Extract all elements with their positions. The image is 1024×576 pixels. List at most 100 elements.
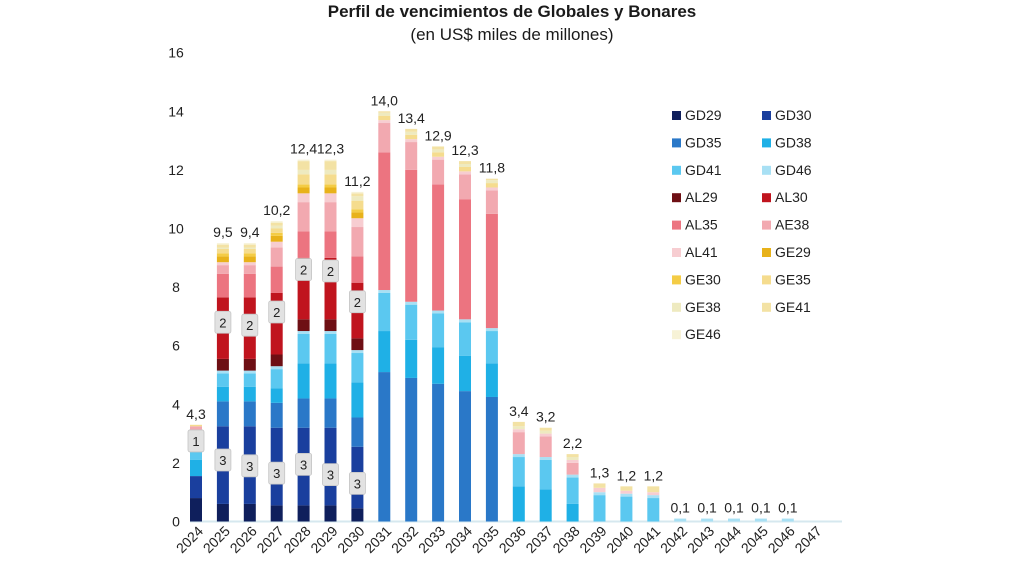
legend-item-ge41[interactable]: GE41 [762, 299, 811, 315]
legend-item-gd41[interactable]: GD41 [672, 162, 722, 178]
bar-segment-al35-2025 [216, 273, 229, 298]
total-labels: 4,39,5 9,410,212,4 12,311,214,013,412,912,… [186, 92, 797, 515]
total-label-2024: 4,3 [186, 406, 206, 422]
bar-segment-ge35-2026 [243, 249, 256, 254]
legend-item-ge35[interactable]: GE35 [762, 271, 811, 287]
total-label-2046: 0,1 [778, 500, 798, 516]
badge-background [187, 429, 205, 453]
legend-label: AL35 [685, 217, 718, 233]
bar-stack-2036 [512, 421, 525, 522]
bar-segment-al41-2032 [405, 139, 418, 143]
bar-segment-gd46-2034 [459, 319, 471, 323]
bar-stack-2039 [593, 483, 606, 522]
bar-segment-ae38-2033 [432, 159, 445, 185]
bar-segment-gd41-2039 [593, 495, 606, 522]
bar-segment-ae38-2032 [405, 142, 418, 170]
legend-item-gd30[interactable]: GD30 [762, 107, 812, 123]
bar-segment-gd41-2038 [566, 477, 579, 504]
bar-segment-ge29-2025 [216, 256, 229, 263]
badge-label: 3 [273, 466, 280, 481]
legend-item-ge30[interactable]: GE30 [672, 271, 721, 287]
bar-segment-gd46-2045 [754, 518, 767, 522]
bar-segment-gd38-2028 [297, 363, 310, 399]
legend-item-gd29[interactable]: GD29 [672, 107, 722, 123]
x-tick-label-2039: 2039 [576, 523, 609, 556]
bar-stack-2035 [485, 178, 498, 522]
bar-segment-gd38-2029 [324, 363, 337, 399]
legend-item-al30[interactable]: AL30 [762, 189, 808, 205]
total-label-2040: 1,2 [617, 467, 637, 483]
legend-item-ae38[interactable]: AE38 [762, 217, 809, 233]
bar-segment-gd35-2025 [216, 401, 229, 427]
bar-segment-ge38-2033 [432, 149, 445, 153]
legend-item-ge38[interactable]: GE38 [672, 299, 721, 315]
bar-segment-ae38-2037 [539, 436, 552, 458]
bar-segment-al41-2030 [351, 218, 364, 228]
badge-background [348, 472, 366, 495]
total-label-2041: 1,2 [644, 467, 664, 483]
bar-segment-gd38-2034 [459, 355, 471, 392]
bar-segment-gd38-2036 [512, 486, 525, 522]
bar-segment-ge35-2034 [459, 166, 471, 172]
bar-segment-ge35-2031 [378, 115, 391, 121]
bar-segment-ge41-2025 [216, 244, 229, 248]
bar-segment-gd35-2030 [351, 417, 364, 447]
total-label-2026: 9,4 [240, 224, 260, 240]
legend-item-al35[interactable]: AL35 [672, 217, 718, 233]
legend-item-al41[interactable]: AL41 [672, 244, 718, 260]
bar-segment-gd38-2025 [216, 386, 229, 402]
bar-segment-al41-2027 [270, 241, 283, 248]
x-tick-label-2026: 2026 [227, 523, 260, 556]
bar-segment-gd38-2037 [539, 489, 552, 522]
badge-background [322, 463, 339, 487]
legend-swatch [672, 193, 681, 203]
bar-segment-ge46-2027 [270, 221, 283, 223]
bar-stack-2042 [674, 518, 687, 522]
badge-label: 3 [246, 459, 253, 474]
bar-segment-al35-2027 [270, 266, 283, 293]
y-tick-label: 0 [172, 514, 180, 530]
bar-segment-ge30-2026 [243, 253, 256, 257]
x-tick-label-2036: 2036 [496, 523, 529, 556]
legend[interactable]: GD29 GD30 GD35 GD38 GD41 GD46 AL29 AL30 AL35 AE38… [672, 107, 812, 342]
x-tick-label-2035: 2035 [469, 523, 502, 556]
y-tick-label: 16 [168, 45, 184, 61]
bar-segment-ge41-2035 [485, 178, 498, 181]
annotation-badge: 3 [214, 448, 232, 472]
bar-segment-gd38-2030 [351, 382, 364, 418]
bar-segment-gd41-2033 [432, 313, 445, 348]
legend-swatch [762, 220, 771, 230]
legend-item-gd35[interactable]: GD35 [672, 134, 722, 150]
y-tick-label: 14 [168, 103, 184, 119]
legend-swatch [762, 193, 771, 203]
bar-segment-gd46-2041 [647, 495, 660, 499]
legend-item-al29[interactable]: AL29 [672, 189, 718, 205]
legend-label: AL41 [685, 244, 718, 260]
bar-segment-ge30-2028 [297, 184, 310, 188]
bar-segment-ae38-2034 [459, 174, 471, 200]
y-tick-label: 2 [172, 455, 180, 471]
bar-segment-gd46-2036 [512, 454, 525, 458]
bar-segment-ge29-2027 [270, 235, 283, 242]
bar-segment-al29-2030 [351, 338, 364, 351]
annotation-badge: 2 [295, 258, 313, 281]
annotation-badge: 3 [241, 454, 259, 478]
legend-item-ge46[interactable]: GE46 [672, 326, 721, 342]
legend-swatch [762, 275, 771, 285]
badge-label: 3 [300, 457, 307, 472]
legend-item-gd46[interactable]: GD46 [762, 162, 812, 178]
bar-segment-gd46-2029 [324, 331, 337, 334]
legend-item-gd38[interactable]: GD38 [762, 134, 812, 150]
bar-stack-2038 [566, 454, 579, 522]
bar-segment-ae38-2029 [324, 202, 337, 232]
bar-segment-ae38-2031 [378, 123, 391, 153]
bar-segment-ae38-2028 [297, 202, 310, 232]
bar-segment-al35-2032 [405, 169, 418, 302]
bar-segment-ge38-2025 [216, 247, 229, 250]
x-tick-label-2045: 2045 [738, 523, 771, 556]
legend-item-ge29[interactable]: GE29 [762, 244, 811, 260]
bar-segment-ge35-2033 [432, 152, 445, 157]
x-tick-label-2033: 2033 [415, 523, 448, 556]
bar-segment-gd46-2027 [270, 366, 283, 370]
legend-label: AL29 [685, 189, 718, 205]
